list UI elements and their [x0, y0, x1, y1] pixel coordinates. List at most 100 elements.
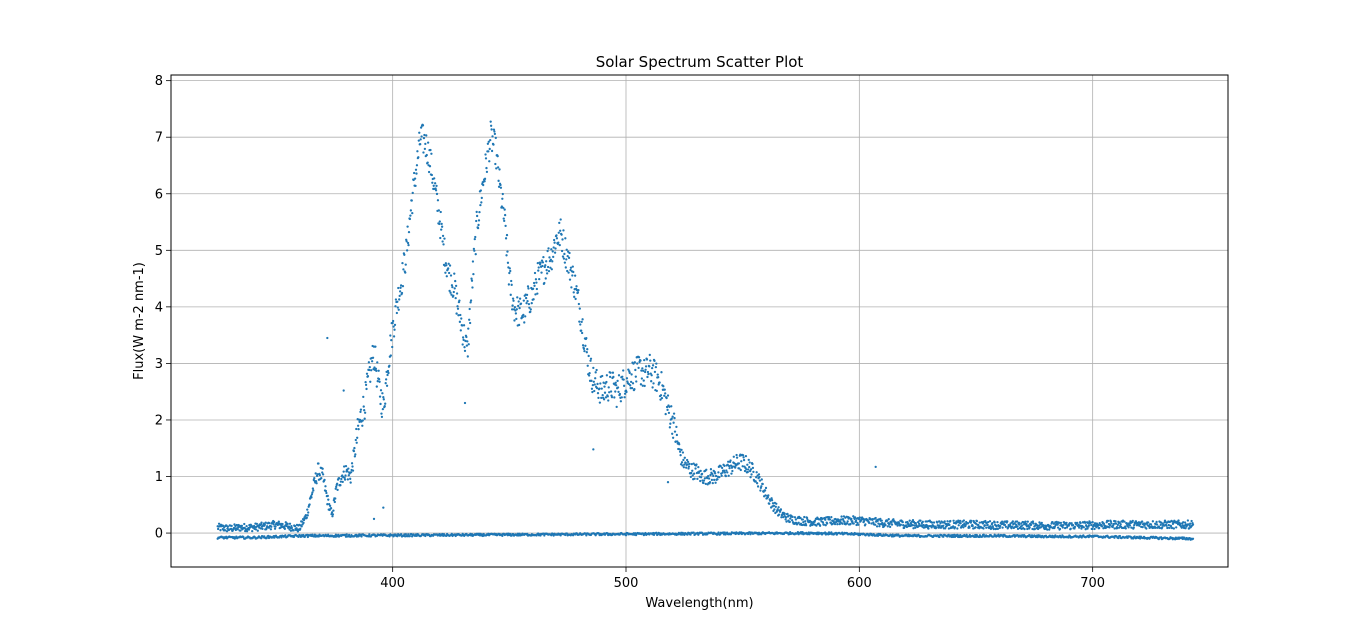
- data-point: [998, 526, 1001, 530]
- data-point: [714, 481, 717, 484]
- y-tick-label: 5: [155, 244, 163, 259]
- data-point: [636, 362, 639, 365]
- data-point: [528, 306, 531, 309]
- data-point: [513, 306, 517, 309]
- data-point: [546, 249, 549, 253]
- data-point: [779, 508, 783, 511]
- x-tick-label: 400: [380, 576, 405, 591]
- data-point: [682, 466, 686, 469]
- data-point: [1023, 527, 1026, 531]
- data-point: [1141, 525, 1144, 529]
- data-point: [962, 526, 965, 529]
- data-point: [277, 520, 280, 523]
- data-point: [1100, 525, 1104, 528]
- data-point: [802, 520, 805, 524]
- data-point: [1091, 527, 1094, 531]
- data-point: [725, 469, 728, 472]
- data-point: [463, 346, 466, 349]
- data-point: [288, 522, 292, 525]
- data-point: [1117, 536, 1120, 540]
- data-point: [489, 138, 492, 142]
- data-point: [722, 469, 726, 472]
- y-axis-label: Flux(W m-2 nm-1): [132, 262, 147, 380]
- data-point: [408, 217, 412, 221]
- data-point: [550, 268, 553, 271]
- data-point: [988, 520, 992, 523]
- data-point: [905, 525, 909, 529]
- data-point: [731, 469, 734, 473]
- data-point: [777, 506, 780, 509]
- y-tick-label: 0: [155, 527, 163, 542]
- data-point: [311, 491, 314, 494]
- data-point: [1190, 519, 1193, 523]
- data-point: [302, 521, 305, 525]
- data-point: [650, 374, 653, 377]
- data-point: [602, 381, 605, 384]
- data-point: [363, 417, 366, 420]
- data-point: [504, 237, 508, 240]
- data-point: [381, 407, 385, 411]
- data-point: [660, 371, 663, 374]
- data-point: [1181, 524, 1184, 527]
- data-point: [641, 367, 644, 370]
- data-point: [501, 534, 504, 537]
- data-point: [516, 296, 519, 299]
- data-point: [840, 515, 843, 518]
- data-point: [647, 372, 650, 376]
- data-point: [225, 530, 229, 533]
- data-point: [687, 467, 690, 470]
- data-point: [522, 299, 525, 302]
- data-point: [970, 519, 973, 523]
- data-point: [335, 482, 339, 485]
- data-point: [888, 522, 891, 525]
- data-point: [488, 160, 491, 163]
- data-point: [764, 486, 768, 490]
- data-point: [1091, 521, 1094, 524]
- data-point: [438, 222, 441, 226]
- data-point: [1051, 521, 1054, 524]
- data-point: [890, 521, 893, 524]
- data-point: [854, 519, 858, 522]
- data-point: [625, 377, 629, 380]
- data-point: [374, 345, 377, 348]
- data-point: [930, 526, 933, 529]
- data-point: [1057, 521, 1061, 524]
- data-point: [501, 197, 504, 200]
- data-point: [886, 519, 889, 522]
- data-point: [478, 210, 481, 214]
- data-point: [1062, 524, 1065, 527]
- data-point: [1002, 535, 1005, 538]
- data-point: [392, 325, 395, 328]
- data-point: [334, 497, 337, 500]
- data-point: [216, 527, 220, 531]
- data-point: [533, 284, 536, 287]
- data-point: [598, 401, 602, 404]
- data-point: [401, 261, 404, 265]
- data-point: [344, 474, 347, 477]
- data-point: [996, 520, 999, 524]
- data-point: [456, 305, 459, 308]
- data-point: [1134, 520, 1138, 523]
- data-point: [681, 451, 685, 454]
- data-point: [306, 535, 310, 539]
- data-point: [323, 478, 326, 482]
- data-point: [710, 478, 714, 482]
- data-point: [498, 168, 501, 171]
- data-point: [1079, 521, 1082, 525]
- data-point: [589, 359, 592, 362]
- data-point: [305, 516, 308, 519]
- data-point: [666, 408, 669, 411]
- data-point: [280, 536, 283, 539]
- data-point: [664, 412, 667, 416]
- data-point: [633, 388, 636, 391]
- data-point: [349, 471, 353, 474]
- data-point: [490, 128, 493, 131]
- data-point: [830, 516, 833, 519]
- data-point: [991, 525, 994, 528]
- data-point: [796, 523, 799, 526]
- data-point: [582, 347, 586, 351]
- data-point: [324, 485, 327, 488]
- data-point: [472, 247, 476, 251]
- data-point: [1000, 520, 1004, 523]
- data-point: [585, 351, 588, 354]
